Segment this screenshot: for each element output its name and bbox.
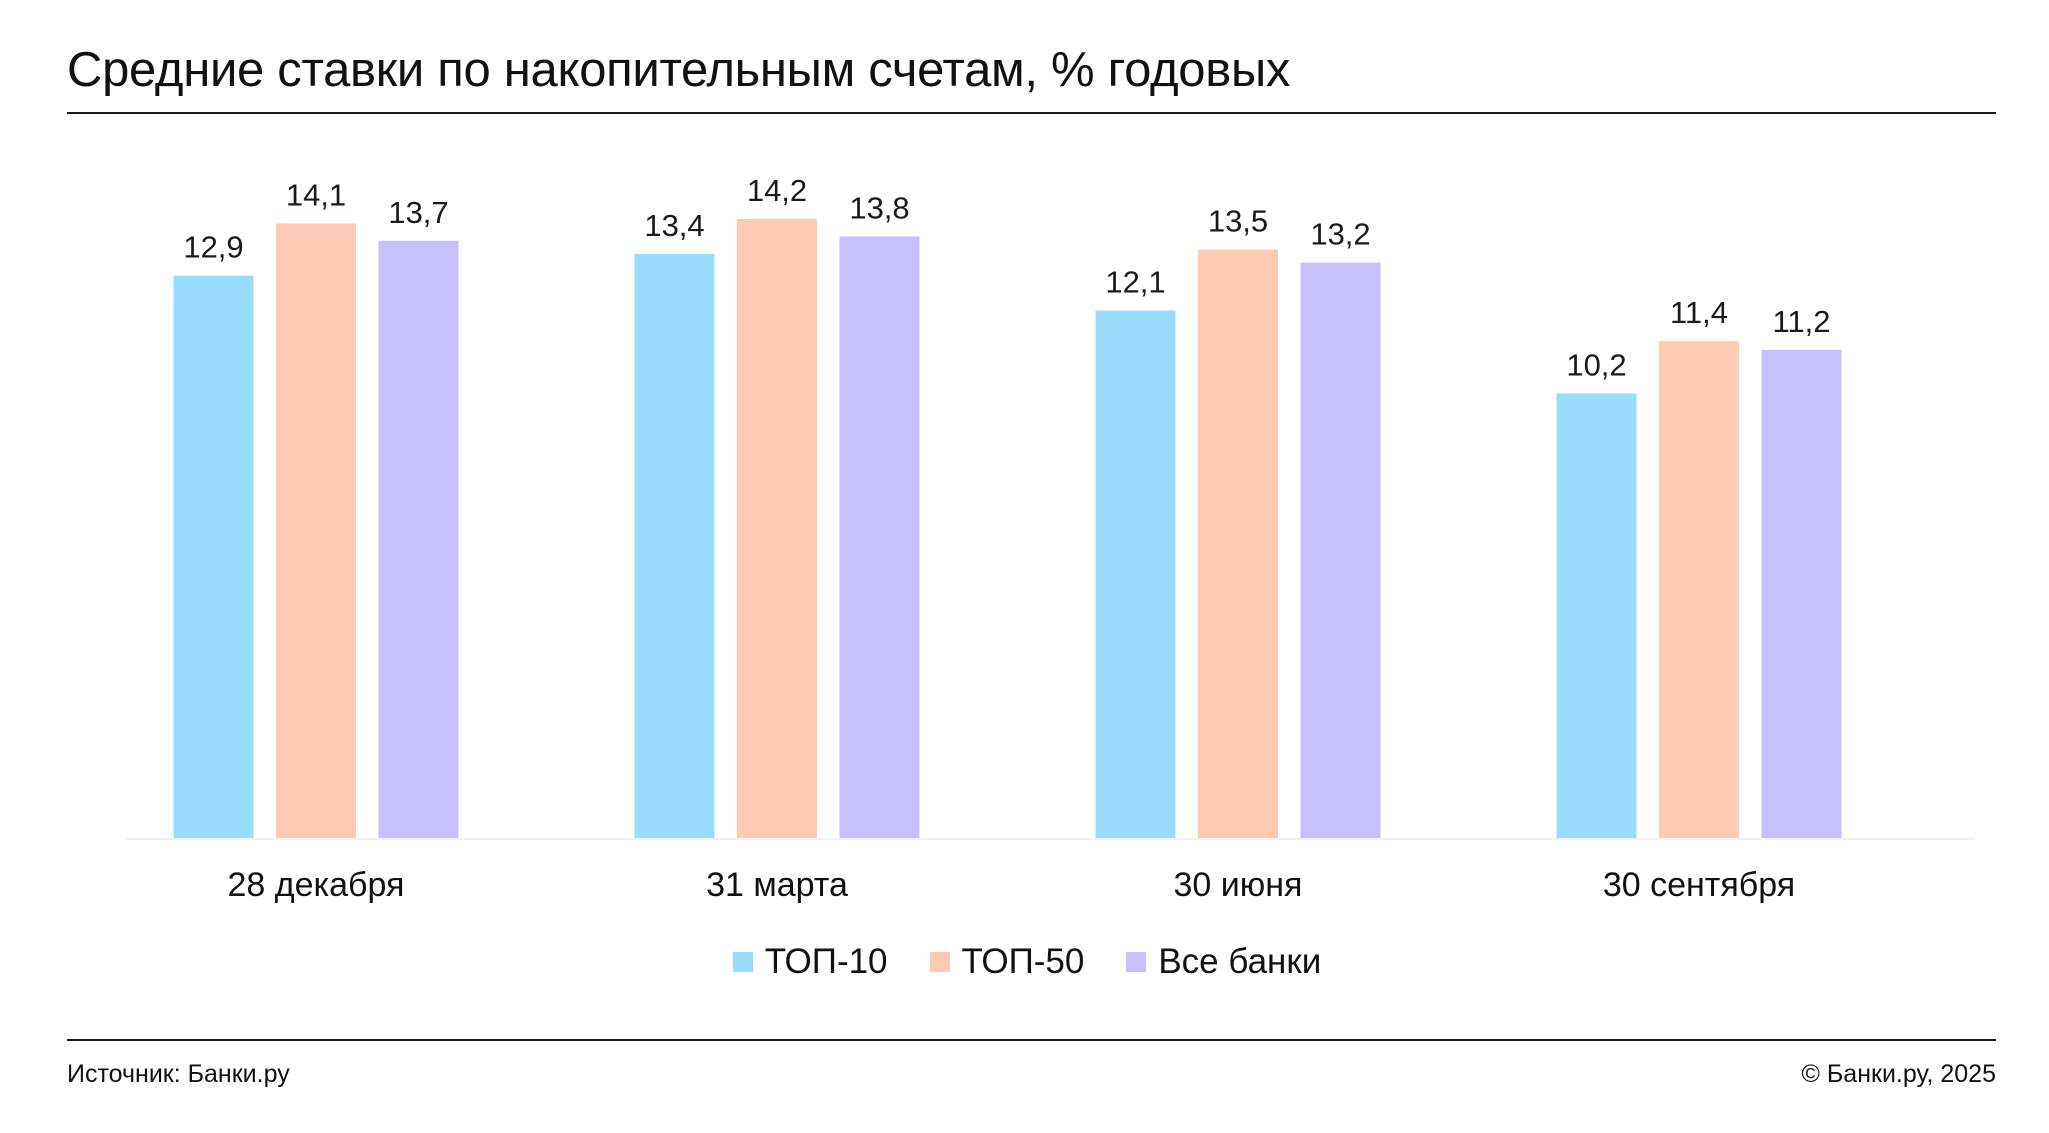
legend-swatch-top10 — [732, 952, 753, 972]
data-label-top50-3: 13,5 — [1208, 204, 1268, 239]
bar-top10-4 — [1556, 393, 1637, 838]
legend-label-top10: ТОП-10 — [764, 942, 888, 981]
bar-all-banks-2 — [839, 236, 920, 838]
bar-all-banks-1 — [378, 240, 459, 839]
data-label-top50-4: 11,4 — [1670, 295, 1728, 330]
bar-top10-1 — [173, 275, 254, 838]
legend-label-all-banks: Все банки — [1158, 942, 1322, 981]
copyright-note: © Банки.ру, 2025 — [1801, 1060, 1996, 1088]
category-label-2: 31 марта — [706, 866, 848, 904]
data-label-top50-1: 14,1 — [286, 177, 346, 212]
data-label-top10-1: 12,9 — [183, 230, 243, 265]
footer-divider — [67, 1039, 1996, 1041]
source-note: Источник: Банки.ру — [67, 1060, 290, 1088]
bar-top10-3 — [1095, 310, 1176, 838]
bar-top10-2 — [634, 253, 715, 838]
bar-top50-4 — [1659, 341, 1739, 838]
category-label-4: 30 сентября — [1603, 866, 1795, 904]
data-label-top10-4: 10,2 — [1566, 347, 1626, 382]
legend-swatch-top50 — [929, 952, 950, 972]
legend-swatch-all-banks — [1126, 952, 1147, 972]
legend-item-top10: ТОП-10 — [732, 940, 888, 984]
legend-item-all-banks: Все банки — [1126, 940, 1321, 984]
data-label-top50-2: 14,2 — [747, 173, 807, 208]
chart-title: Средние ставки по накопительным счетам, … — [67, 43, 1291, 97]
legend: ТОП-10 ТОП-50 Все банки — [0, 940, 2049, 984]
bar-chart: 12,9 14,1 13,7 28 декабря 13,4 14,2 13,8 31 мар… — [125, 173, 1975, 904]
data-label-all-banks-2: 13,8 — [849, 190, 909, 225]
title-divider — [67, 112, 1996, 114]
data-label-top10-3: 12,1 — [1105, 265, 1165, 300]
data-label-all-banks-4: 11,2 — [1772, 304, 1830, 339]
bar-all-banks-4 — [1761, 349, 1842, 838]
legend-item-top50: ТОП-50 — [929, 940, 1085, 984]
bar-top50-3 — [1198, 249, 1278, 838]
data-label-top10-2: 13,4 — [644, 208, 704, 243]
bar-top50-2 — [737, 219, 817, 838]
data-label-all-banks-1: 13,7 — [388, 195, 448, 230]
bar-top50-1 — [276, 223, 356, 838]
category-label-3: 30 июня — [1174, 866, 1303, 904]
data-label-all-banks-3: 13,2 — [1310, 217, 1370, 252]
legend-label-top50: ТОП-50 — [961, 942, 1085, 981]
bar-all-banks-3 — [1300, 262, 1381, 839]
category-label-1: 28 декабря — [228, 866, 405, 904]
